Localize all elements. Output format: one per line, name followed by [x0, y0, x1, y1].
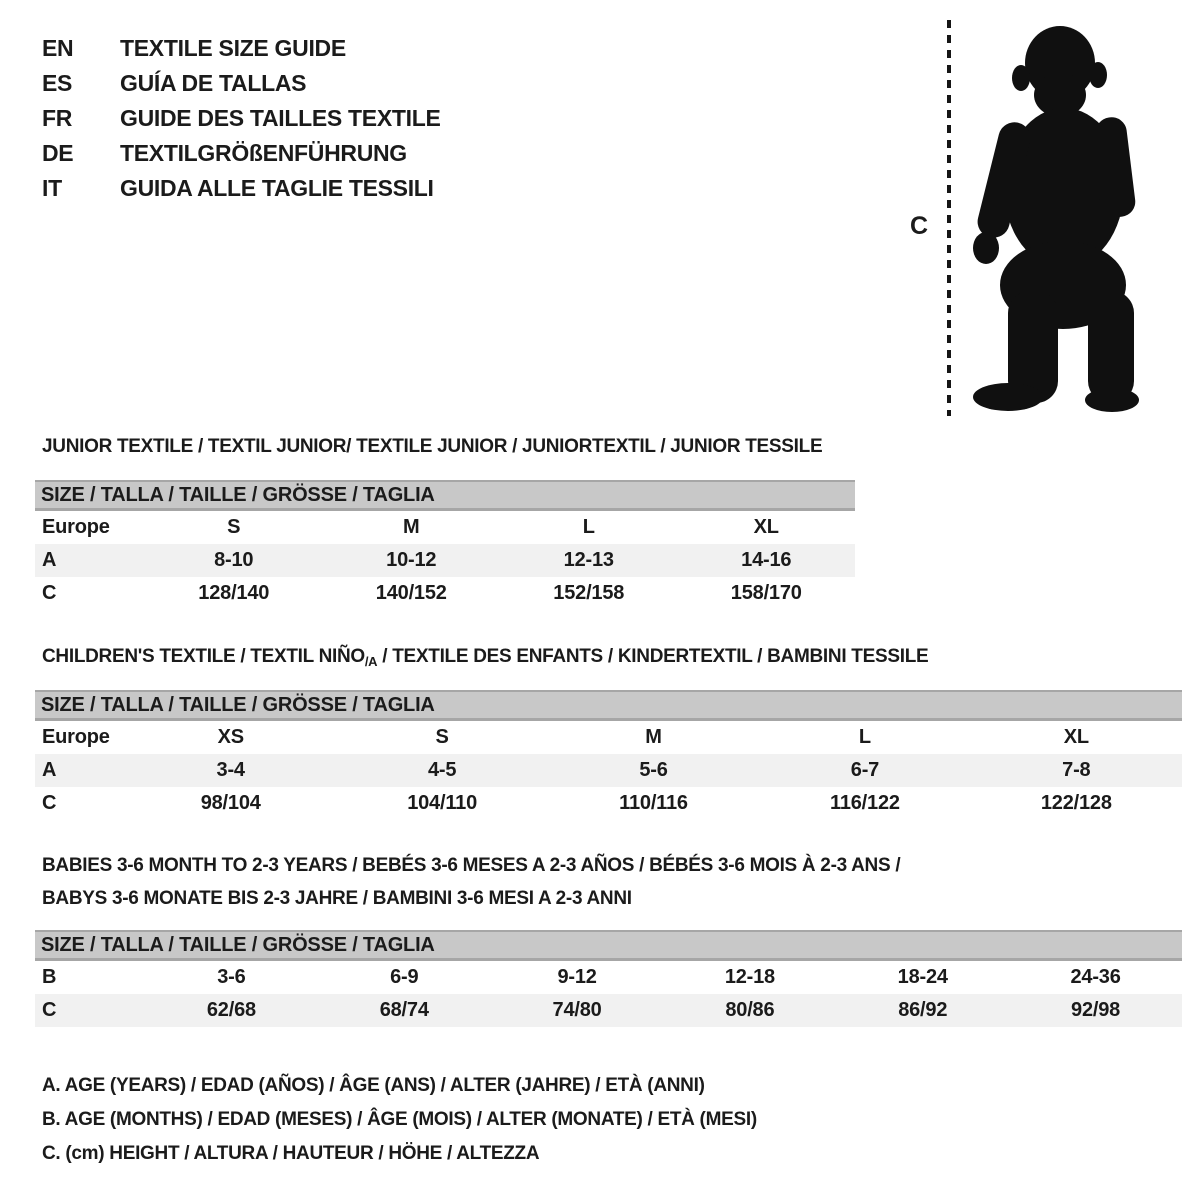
- size-cell: 8-10: [214, 549, 254, 571]
- size-cell: S: [435, 726, 449, 748]
- size-cell: XL: [1063, 726, 1089, 748]
- section-title-children-pre: CHILDREN'S TEXTILE / TEXTIL NIÑO: [42, 646, 365, 667]
- junior-size-table: SIZE / TALLA / TAILLE / GRÖSSE / TAGLIA E…: [35, 480, 855, 610]
- size-cell: M: [403, 516, 420, 538]
- language-row: EN TEXTILE SIZE GUIDE: [42, 31, 441, 66]
- language-title: TEXTILGRÖßENFÜHRUNG: [120, 140, 407, 166]
- section-title-children-post: / TEXTILE DES ENFANTS / KINDERTEXTIL / B…: [377, 646, 929, 667]
- row-label: C: [42, 999, 57, 1021]
- row-label: C: [42, 792, 57, 814]
- size-cell: 68/74: [379, 999, 429, 1021]
- section-title-children: CHILDREN'S TEXTILE / TEXTIL NIÑO/A / TEX…: [42, 646, 929, 669]
- size-cell: 116/122: [830, 792, 900, 814]
- size-cell: S: [227, 516, 241, 538]
- row-label: Europe: [42, 726, 110, 748]
- size-cell: M: [645, 726, 662, 748]
- row-label: B: [42, 966, 57, 988]
- language-code: IT: [42, 175, 62, 201]
- children-size-table: SIZE / TALLA / TAILLE / GRÖSSE / TAGLIA E…: [35, 690, 1182, 820]
- size-cell: 86/92: [898, 999, 948, 1021]
- height-measure-dashed-line: [947, 20, 951, 416]
- size-cell: 24-36: [1070, 966, 1121, 988]
- language-row: IT GUIDA ALLE TAGLIE TESSILI: [42, 171, 441, 206]
- table-row: C 128/140 140/152 152/158 158/170: [35, 577, 855, 610]
- language-row: DE TEXTILGRÖßENFÜHRUNG: [42, 136, 441, 171]
- size-cell: 128/140: [198, 582, 270, 604]
- size-cell: 7-8: [1062, 759, 1091, 781]
- legend: A. AGE (YEARS) / EDAD (AÑOS) / ÂGE (ANS)…: [42, 1069, 757, 1171]
- size-table-header: SIZE / TALLA / TAILLE / GRÖSSE / TAGLIA: [35, 930, 1182, 961]
- size-cell: 122/128: [1040, 792, 1112, 814]
- table-row: B 3-6 6-9 9-12 12-18 18-24 24-36: [35, 961, 1182, 994]
- table-row: C 62/68 68/74 74/80 80/86 86/92 92/98: [35, 994, 1182, 1027]
- size-cell: 5-6: [639, 759, 668, 781]
- language-row: FR GUIDE DES TAILLES TEXTILE: [42, 101, 441, 136]
- size-cell: XS: [217, 726, 244, 748]
- size-cell: 110/116: [619, 792, 688, 814]
- size-cell: 6-9: [390, 966, 419, 988]
- table-row: Europe XS S M L XL: [35, 721, 1182, 754]
- size-cell: 12-18: [724, 966, 775, 988]
- size-cell: 4-5: [427, 759, 457, 781]
- table-row: A 8-10 10-12 12-13 14-16: [35, 544, 855, 577]
- size-cell: XL: [753, 516, 779, 538]
- size-cell: 18-24: [897, 966, 948, 988]
- size-cell: L: [582, 516, 595, 538]
- size-cell: 104/110: [407, 792, 477, 814]
- table-row: C 98/104 104/110 110/116 116/122 122/128: [35, 787, 1182, 820]
- language-title: GUÍA DE TALLAS: [120, 70, 307, 96]
- size-cell: 62/68: [206, 999, 256, 1021]
- table-row: A 3-4 4-5 5-6 6-7 7-8: [35, 754, 1182, 787]
- size-cell: 74/80: [552, 999, 602, 1021]
- size-cell: 152/158: [553, 582, 625, 604]
- row-label: C: [42, 582, 57, 604]
- size-cell: 9-12: [557, 966, 597, 988]
- row-label: A: [42, 759, 57, 781]
- size-cell: 98/104: [200, 792, 261, 814]
- baby-silhouette-icon: [973, 26, 1139, 412]
- size-cell: 3-6: [217, 966, 246, 988]
- section-title-junior: JUNIOR TEXTILE / TEXTIL JUNIOR/ TEXTILE …: [42, 436, 823, 457]
- size-cell: 80/86: [725, 999, 775, 1021]
- language-code: DE: [42, 140, 74, 166]
- legend-line: A. AGE (YEARS) / EDAD (AÑOS) / ÂGE (ANS)…: [42, 1075, 705, 1096]
- table-row: Europe S M L XL: [35, 511, 855, 544]
- size-cell: L: [858, 726, 871, 748]
- row-label: Europe: [42, 516, 110, 538]
- language-code: ES: [42, 70, 73, 96]
- language-title: GUIDE DES TAILLES TEXTILE: [120, 105, 441, 131]
- language-code: FR: [42, 105, 73, 131]
- section-title-babies-line2: BABYS 3-6 MONATE BIS 2-3 JAHRE / BAMBINI…: [42, 888, 632, 909]
- section-title-babies-line1: BABIES 3-6 MONTH TO 2-3 YEARS / BEBÉS 3-…: [42, 855, 901, 876]
- size-cell: 158/170: [730, 582, 802, 604]
- section-title-children-sub: /A: [364, 654, 378, 669]
- language-title-list: EN TEXTILE SIZE GUIDE ES GUÍA DE TALLAS FR GU…: [42, 31, 441, 206]
- legend-line: C. (cm) HEIGHT / ALTURA / HAUTEUR / HÖHE…: [42, 1143, 540, 1164]
- size-cell: 12-13: [563, 549, 614, 571]
- size-cell: 14-16: [741, 549, 792, 571]
- size-table-header: SIZE / TALLA / TAILLE / GRÖSSE / TAGLIA: [35, 690, 1182, 721]
- babies-size-table: SIZE / TALLA / TAILLE / GRÖSSE / TAGLIA B…: [35, 930, 1182, 1027]
- legend-line: B. AGE (MONTHS) / EDAD (MESES) / ÂGE (MO…: [42, 1109, 757, 1130]
- size-cell: 140/152: [375, 582, 447, 604]
- language-code: EN: [42, 35, 74, 61]
- row-label: A: [42, 549, 57, 571]
- size-cell: 92/98: [1071, 999, 1121, 1021]
- size-table-header: SIZE / TALLA / TAILLE / GRÖSSE / TAGLIA: [35, 480, 855, 511]
- size-cell: 3-4: [216, 759, 246, 781]
- language-title: TEXTILE SIZE GUIDE: [120, 35, 346, 61]
- language-row: ES GUÍA DE TALLAS: [42, 66, 441, 101]
- height-c-label: C: [910, 212, 929, 240]
- size-cell: 10-12: [386, 549, 437, 571]
- size-cell: 6-7: [850, 759, 880, 781]
- language-title: GUIDA ALLE TAGLIE TESSILI: [120, 175, 434, 201]
